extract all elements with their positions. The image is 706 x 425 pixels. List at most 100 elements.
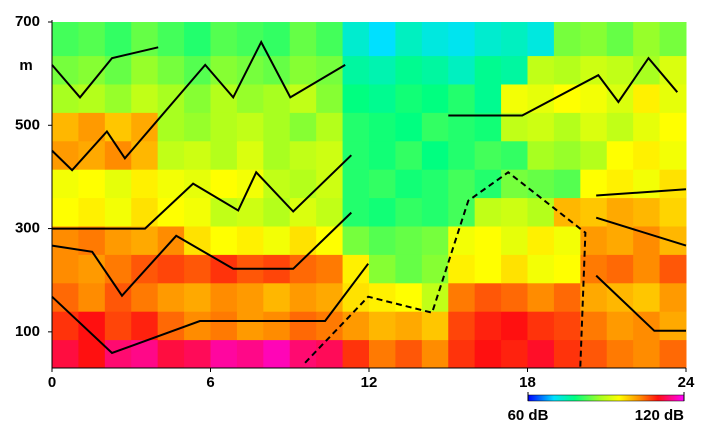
- cell: [104, 282, 132, 312]
- cell: [52, 254, 79, 284]
- cell: [52, 197, 79, 227]
- cell: [342, 311, 370, 341]
- cell: [342, 169, 370, 199]
- cell: [104, 22, 132, 57]
- cell: [104, 55, 132, 85]
- cell: [236, 112, 264, 142]
- track-line: [304, 171, 587, 368]
- x-tick-label: 0: [48, 374, 56, 391]
- cell: [633, 197, 661, 227]
- cell: [474, 339, 502, 369]
- cell: [316, 339, 344, 369]
- cell: [527, 55, 555, 85]
- cell: [263, 311, 291, 341]
- cell: [527, 112, 555, 142]
- cell: [633, 22, 661, 57]
- track-line: [51, 39, 346, 172]
- cell: [474, 83, 502, 113]
- cell: [474, 140, 502, 170]
- colorbar: [527, 394, 685, 402]
- cell: [553, 83, 581, 113]
- cell: [580, 197, 608, 227]
- cell: [580, 22, 608, 57]
- cell: [474, 169, 502, 199]
- cell: [52, 112, 79, 142]
- cell: [580, 140, 608, 170]
- cell: [131, 311, 159, 341]
- cell: [501, 197, 528, 227]
- cell: [157, 169, 185, 199]
- cell: [289, 140, 317, 170]
- cell: [501, 282, 528, 312]
- cell: [501, 83, 528, 113]
- x-tick-label: 12: [361, 374, 378, 391]
- cell: [342, 339, 370, 369]
- cell: [553, 254, 581, 284]
- cell: [580, 311, 608, 341]
- cell: [659, 22, 687, 57]
- cell: [527, 22, 555, 57]
- cell: [210, 55, 238, 85]
- cell: [606, 254, 634, 284]
- cell: [369, 254, 396, 284]
- cell: [78, 140, 106, 170]
- cell: [157, 83, 185, 113]
- cell: [210, 169, 238, 199]
- colorbar-label: 120 dB: [635, 407, 684, 424]
- cell: [395, 197, 423, 227]
- cell: [157, 282, 185, 312]
- x-tick-label: 18: [519, 374, 536, 391]
- cell: [474, 225, 502, 255]
- cell: [289, 22, 317, 57]
- cell: [527, 339, 555, 369]
- cell: [369, 339, 396, 369]
- cell: [210, 112, 238, 142]
- cell: [52, 22, 79, 57]
- cell: [448, 55, 476, 85]
- cell: [421, 282, 449, 312]
- cell: [236, 225, 264, 255]
- cell: [606, 55, 634, 85]
- cell: [342, 22, 370, 57]
- cell: [580, 83, 608, 113]
- cell: [659, 55, 687, 85]
- cell: [421, 112, 449, 142]
- cell: [501, 55, 528, 85]
- cell: [448, 254, 476, 284]
- cell: [78, 282, 106, 312]
- cell: [104, 83, 132, 113]
- cell: [104, 254, 132, 284]
- cell: [184, 140, 211, 170]
- cell: [131, 282, 159, 312]
- cell: [289, 112, 317, 142]
- cell: [104, 311, 132, 341]
- cell: [527, 197, 555, 227]
- cell: [553, 169, 581, 199]
- cell: [184, 282, 211, 312]
- cell: [527, 83, 555, 113]
- cell: [184, 112, 211, 142]
- cell: [633, 112, 661, 142]
- cell: [157, 339, 185, 369]
- cell: [263, 197, 291, 227]
- cell: [659, 112, 687, 142]
- track-line: [51, 263, 369, 355]
- cell: [78, 339, 106, 369]
- cell: [184, 22, 211, 57]
- cell: [659, 197, 687, 227]
- cell: [78, 254, 106, 284]
- cell: [580, 169, 608, 199]
- cell: [52, 83, 79, 113]
- cell: [633, 169, 661, 199]
- cell: [395, 22, 423, 57]
- cell: [474, 282, 502, 312]
- cell: [369, 22, 396, 57]
- track-line: [51, 211, 352, 298]
- cell: [263, 112, 291, 142]
- cell: [131, 225, 159, 255]
- cell: [78, 83, 106, 113]
- cell: [131, 112, 159, 142]
- cell: [369, 282, 396, 312]
- cell: [342, 197, 370, 227]
